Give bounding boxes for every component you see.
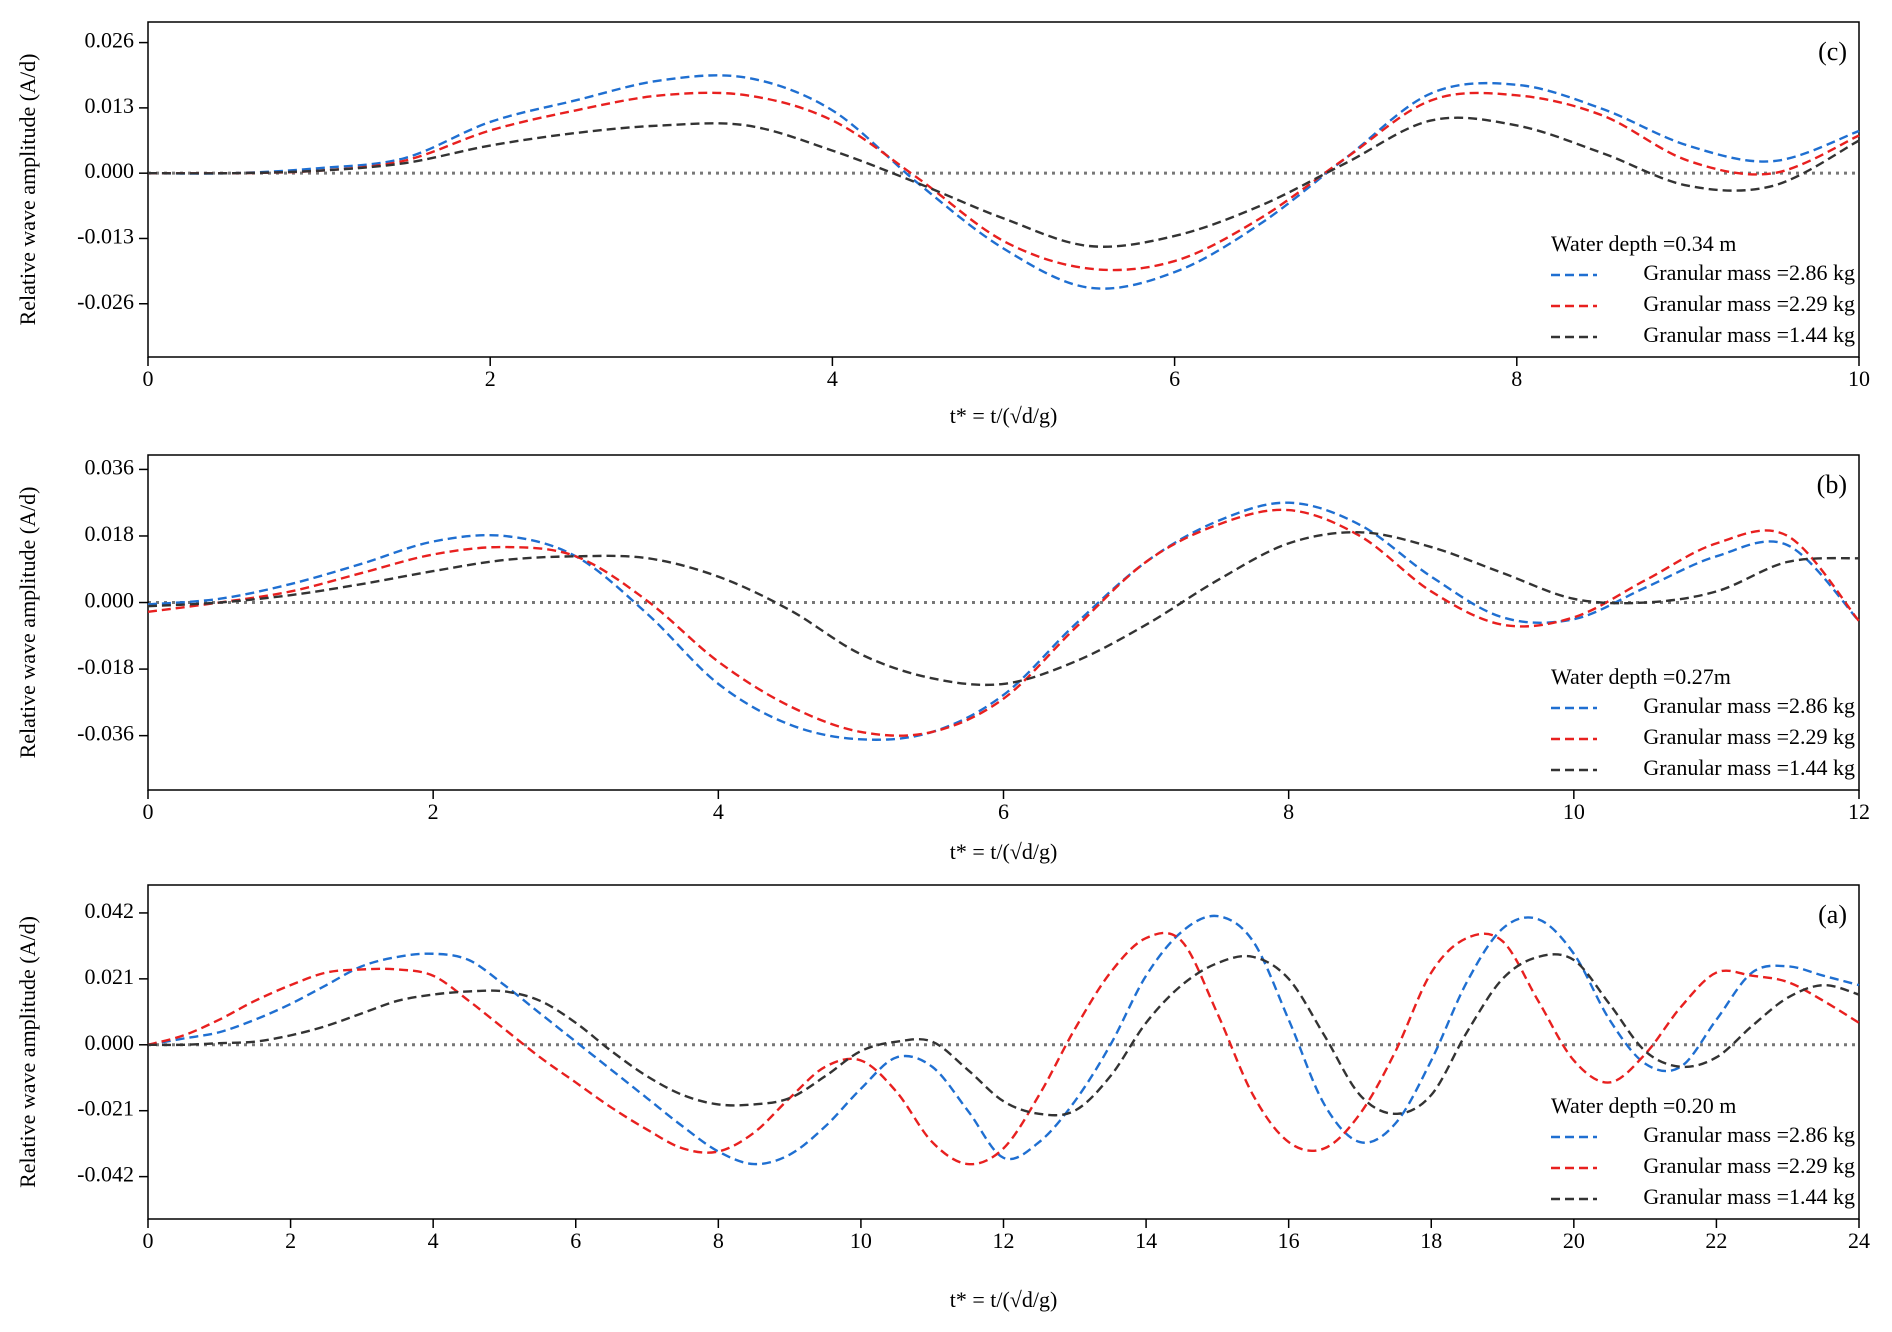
legend-label: Granular mass =1.44 kg	[1643, 322, 1855, 347]
legend-label: Granular mass =2.86 kg	[1643, 693, 1855, 718]
x-tick-label: 4	[428, 1228, 439, 1253]
y-tick-label: 0.013	[85, 93, 135, 118]
legend-label: Granular mass =2.29 kg	[1643, 291, 1855, 316]
plot-frame	[147, 884, 1860, 1220]
series-line	[147, 116, 1860, 248]
x-tick-label: 4	[827, 366, 838, 391]
legend-title: Water depth =0.20 m	[1551, 1093, 1736, 1118]
x-axis-label: t* = t/(√d/g)	[950, 1287, 1058, 1312]
legend-label: Granular mass =1.44 kg	[1643, 1184, 1855, 1209]
y-tick-label: -0.036	[77, 721, 134, 746]
y-tick-label: -0.018	[77, 654, 134, 679]
series-line	[147, 508, 1860, 737]
y-tick-label: 0.000	[85, 588, 135, 613]
y-tick-label: 0.042	[85, 898, 135, 923]
series-line	[147, 74, 1860, 290]
y-tick-label: 0.000	[85, 1030, 135, 1055]
legend-title: Water depth =0.34 m	[1551, 231, 1736, 256]
x-tick-label: 0	[143, 366, 154, 391]
x-tick-label: 2	[428, 799, 439, 824]
x-tick-label: 8	[713, 1228, 724, 1253]
y-tick-label: 0.018	[85, 521, 135, 546]
x-tick-label: 12	[1848, 799, 1870, 824]
y-tick-label: 0.036	[85, 454, 135, 479]
legend-label: Granular mass =1.44 kg	[1643, 755, 1855, 780]
y-axis-label: Relative wave amplitude (A/d)	[15, 916, 40, 1188]
legend-title: Water depth =0.27m	[1551, 664, 1731, 689]
x-tick-label: 4	[713, 799, 724, 824]
legend-label: Granular mass =2.86 kg	[1643, 1122, 1855, 1147]
panel: -0.036 -0.018 0.000 0.018 0.036 0 2 4 6 8 10 12 t* =…	[15, 454, 1870, 864]
x-tick-label: 8	[1283, 799, 1294, 824]
panel-label: (a)	[1818, 900, 1847, 929]
x-tick-label: 2	[485, 366, 496, 391]
x-tick-label: 10	[1848, 366, 1870, 391]
y-tick-label: 0.021	[85, 964, 135, 989]
panel-label: (b)	[1817, 470, 1847, 499]
legend-label: Granular mass =2.86 kg	[1643, 260, 1855, 285]
y-tick-label: 0.026	[85, 28, 135, 53]
x-tick-label: 6	[998, 799, 1009, 824]
x-tick-label: 10	[1563, 799, 1585, 824]
series-line	[147, 91, 1860, 272]
series-line	[147, 953, 1860, 1117]
x-tick-label: 6	[570, 1228, 581, 1253]
x-tick-label: 22	[1705, 1228, 1727, 1253]
x-tick-label: 12	[993, 1228, 1015, 1253]
x-axis-label: t* = t/(√d/g)	[950, 839, 1058, 864]
y-tick-label: -0.026	[77, 289, 134, 314]
legend-label: Granular mass =2.29 kg	[1643, 724, 1855, 749]
y-tick-label: -0.021	[77, 1096, 134, 1121]
y-axis-label: Relative wave amplitude (A/d)	[15, 487, 40, 759]
x-tick-label: 20	[1563, 1228, 1585, 1253]
panel: -0.026 -0.013 0.000 0.013 0.026 0 2 4 6 8 10 t* = t…	[15, 21, 1870, 428]
panel-label: (c)	[1818, 37, 1847, 66]
x-axis-label: t* = t/(√d/g)	[950, 403, 1058, 428]
y-axis-label: Relative wave amplitude (A/d)	[15, 54, 40, 326]
plot-frame	[147, 21, 1860, 358]
legend-label: Granular mass =2.29 kg	[1643, 1153, 1855, 1178]
plot-frame	[147, 454, 1860, 791]
y-tick-label: 0.000	[85, 158, 135, 183]
x-tick-label: 14	[1135, 1228, 1157, 1253]
x-tick-label: 0	[143, 1228, 154, 1253]
x-tick-label: 2	[285, 1228, 296, 1253]
series-line	[147, 914, 1860, 1166]
y-tick-label: -0.013	[77, 224, 134, 249]
x-tick-label: 0	[143, 799, 154, 824]
x-tick-label: 24	[1848, 1228, 1870, 1253]
series-line	[147, 531, 1860, 687]
x-tick-label: 16	[1278, 1228, 1300, 1253]
x-tick-label: 18	[1420, 1228, 1442, 1253]
x-tick-label: 8	[1511, 366, 1522, 391]
x-tick-label: 10	[850, 1228, 872, 1253]
series-line	[147, 501, 1860, 741]
y-tick-label: -0.042	[77, 1162, 134, 1187]
x-tick-label: 6	[1169, 366, 1180, 391]
series-line	[147, 931, 1860, 1166]
